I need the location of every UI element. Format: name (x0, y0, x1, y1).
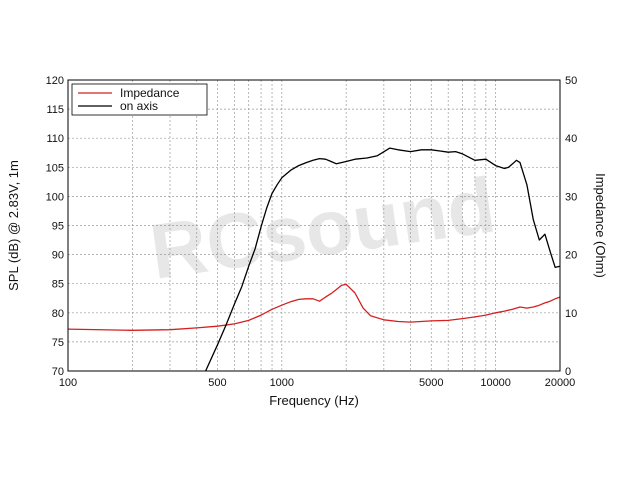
x-tick-label: 5000 (419, 377, 443, 389)
y2-axis-title: Impedance (Ohm) (593, 173, 608, 278)
y-tick-label: 110 (46, 133, 64, 145)
series-line-impedance (68, 283, 560, 331)
series-lines (68, 147, 560, 371)
series-line-on-axis (205, 147, 560, 371)
watermark: RCsound (145, 160, 500, 295)
y2-tick-label: 40 (565, 133, 577, 145)
y2-tick-label: 10 (565, 308, 577, 320)
y2-tick-label: 0 (565, 366, 571, 378)
plot-frame (67, 79, 561, 372)
y-tick-label: 120 (46, 75, 64, 87)
legend-label: on axis (120, 99, 158, 113)
y-tick-label: 75 (52, 337, 64, 349)
y-tick-label: 70 (52, 366, 64, 378)
y-tick-label: 100 (46, 191, 64, 203)
x-axis-title: Frequency (Hz) (269, 393, 359, 408)
y2-tick-label: 50 (565, 75, 577, 87)
x-tick-label: 500 (208, 377, 226, 389)
y-axis-title: SPL (dB) @ 2.83V, 1m (6, 160, 21, 291)
y-tick-label: 90 (52, 250, 64, 262)
watermark-text: RCsound (145, 160, 500, 295)
y-tick-label: 105 (46, 162, 64, 174)
tick-labels: 100 500 1000 5000 10000 200007075808590951001… (46, 75, 578, 389)
x-tick-label: 1000 (270, 377, 294, 389)
axis-titles: Frequency (Hz) SPL (dB) @ 2.83V, 1m Impeda… (6, 160, 608, 408)
legend-label: Impedance (120, 86, 180, 100)
y-tick-label: 95 (52, 221, 64, 233)
y2-tick-label: 30 (565, 191, 577, 203)
x-tick-label: 20000 (545, 377, 576, 389)
y-tick-label: 85 (52, 279, 64, 291)
x-tick-label: 10000 (480, 377, 511, 389)
grid-lines (68, 80, 560, 371)
x-tick-label: 100 (59, 377, 77, 389)
y-tick-label: 80 (52, 308, 64, 320)
y-tick-label: 115 (46, 104, 64, 116)
legend-box (71, 83, 208, 116)
y2-tick-label: 20 (565, 250, 577, 262)
